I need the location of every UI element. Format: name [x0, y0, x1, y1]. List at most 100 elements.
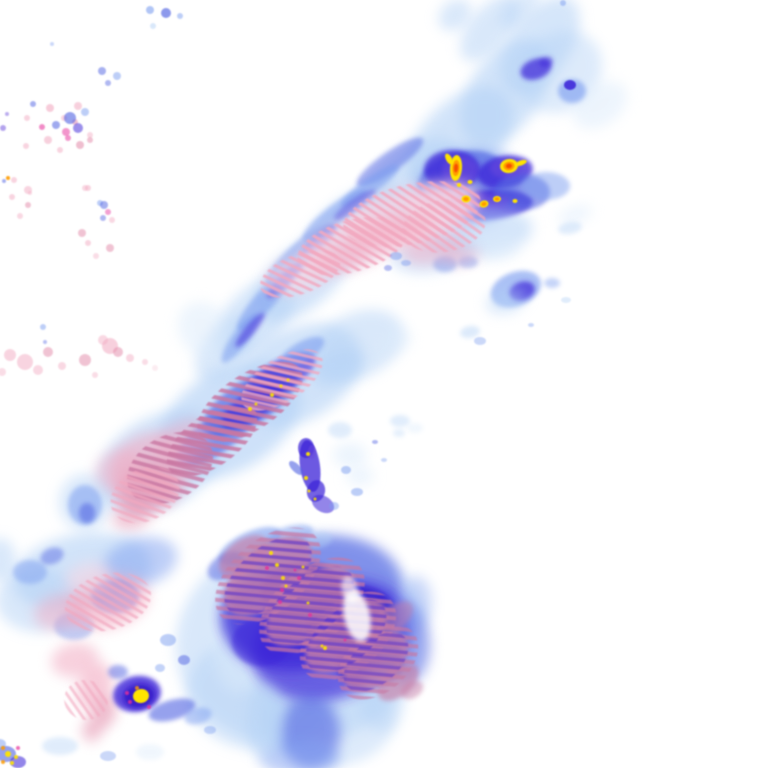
cloud-patch-midBlue: [0, 739, 6, 749]
speckle-pink: [9, 194, 15, 200]
speckle-yellow: [275, 563, 279, 567]
cloud-patch-hatchPink: [110, 466, 180, 524]
speckle-yellow: [269, 551, 273, 555]
speckle-midBlue: [146, 6, 154, 14]
speckle-yellow: [284, 584, 288, 588]
storm-cell: [457, 183, 461, 187]
cloud-patch-hatchPink: [64, 679, 108, 721]
cloud-patch-hatchBlue: [343, 632, 409, 692]
cloud-patch-midBlue: [184, 707, 212, 725]
storm-cell: [500, 158, 518, 174]
speckle-blue: [30, 101, 36, 107]
storm-cell-ring-yellow: [133, 688, 149, 704]
storm-cell-ring-orange: [463, 196, 469, 202]
cloud-patch-hatchBlue: [224, 536, 312, 616]
speckle-blue: [64, 112, 76, 124]
speckle-midBlue: [50, 42, 54, 46]
storm-cell-layer: [133, 153, 527, 704]
speckle-blue: [105, 80, 111, 86]
cloud-patch-midBlue: [329, 502, 339, 510]
cloud-patch-paleBlue: [333, 443, 367, 467]
speckle-midBlue: [81, 108, 89, 116]
speckle-yellow: [306, 601, 310, 605]
speckle-pink: [4, 349, 16, 361]
speckle-pink: [85, 185, 91, 191]
speckle-pink: [24, 115, 30, 121]
cloud-patch-purple: [308, 445, 316, 459]
speckle-pink: [93, 253, 99, 259]
speckle-yellow: [281, 576, 285, 580]
speckle-midBlue: [177, 13, 183, 19]
cloud-patch-hatchPink: [259, 250, 341, 298]
speckle-yellow: [307, 489, 311, 493]
cloud-patch-midBlue: [381, 458, 387, 462]
storm-cell-ring-yellow: [467, 180, 473, 184]
cloud-patch-white: [343, 590, 371, 642]
speckle-pink: [142, 359, 148, 365]
cloud-patch-hatchPink: [402, 199, 486, 253]
speckle-yellow: [286, 378, 290, 382]
cloud-patch-deepBlue: [10, 756, 26, 768]
cloud-patch-hatchPink: [64, 572, 152, 632]
speckle-midBlue: [113, 72, 121, 80]
speckle-layer: [0, 0, 566, 765]
speckle-yellow: [323, 646, 327, 650]
speckle-blue: [100, 215, 106, 221]
cloud-patch-lightBlue: [460, 0, 520, 62]
speckle-pink: [0, 368, 6, 376]
cloud-patch-midBlue: [544, 278, 560, 288]
cloud-patch-lightBlue: [42, 737, 78, 755]
speckle-yellow: [10, 761, 14, 765]
speckle-yellow: [5, 751, 11, 757]
cloud-patch-deepBlue: [311, 494, 335, 514]
storm-cell: [445, 153, 453, 165]
speckle-rosePink: [113, 347, 123, 357]
speckle-pink: [57, 147, 63, 153]
speckle-pink: [23, 143, 29, 149]
cloud-patch-midBlue: [528, 323, 534, 327]
cloud-patch-lightBlue: [311, 349, 365, 387]
storm-cell-ring-yellow: [512, 199, 518, 203]
storm-cell-ring-orange: [481, 201, 487, 207]
speckle-yellow: [306, 452, 310, 456]
cloud-patch-lightBlue: [558, 221, 582, 235]
speckle-blue: [43, 340, 47, 344]
cloud-patch-midBlue: [390, 252, 402, 260]
cloud-patch-midBlue: [260, 740, 340, 768]
speckle-pink: [33, 365, 43, 375]
speckle-blue: [100, 201, 108, 209]
cloud-layer: [0, 0, 628, 768]
cloud-patch-blue: [356, 137, 424, 187]
speckle-magenta: [62, 128, 70, 136]
speckle-yellow: [14, 755, 18, 759]
cloud-patch-paleBlue: [480, 239, 520, 261]
speckle-blue: [52, 121, 60, 129]
speckle-pink: [17, 354, 33, 370]
cloud-patch-lightBlue: [247, 684, 283, 760]
cloud-patch-midBlue: [160, 634, 176, 646]
speckle-magenta: [65, 135, 71, 141]
speckle-pink: [44, 136, 52, 144]
cloud-patch-lightBlue: [0, 538, 16, 582]
cloud-patch-hatchPink: [241, 349, 323, 411]
speckle-pink: [126, 354, 134, 362]
cloud-patch-midBlue: [204, 726, 216, 734]
storm-cell-core-red: [453, 163, 459, 173]
speckle-yellow: [279, 384, 283, 388]
speckle-magenta: [278, 600, 282, 604]
speckle-pink: [92, 372, 98, 378]
speckle-midBlue: [40, 324, 46, 330]
cloud-patch-midBlue: [474, 337, 486, 345]
speckle-magenta: [308, 613, 312, 617]
speckle-yellow: [320, 644, 324, 648]
cloud-patch-blue: [148, 698, 196, 722]
storm-cell: [515, 159, 527, 167]
speckle-orange: [135, 686, 139, 690]
cloud-patch-blue: [384, 265, 392, 271]
cloud-patch-lightBlue: [328, 422, 352, 438]
cloud-patch-lightBlue: [460, 325, 480, 339]
speckle-magenta: [16, 746, 20, 750]
cloud-patch-midBlue: [351, 488, 363, 496]
cloud-patch-pink: [444, 246, 480, 266]
